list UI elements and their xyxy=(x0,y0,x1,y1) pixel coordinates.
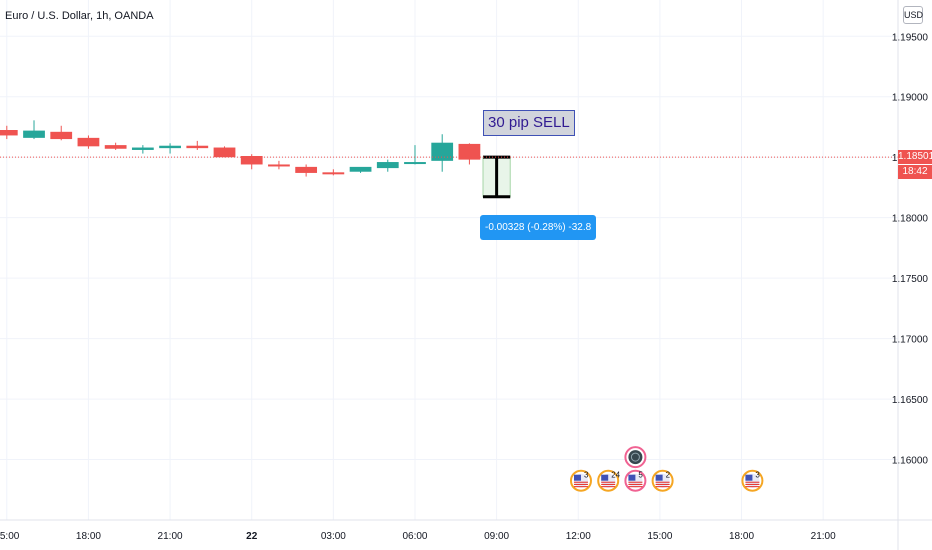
candle xyxy=(23,120,45,140)
chart-grid xyxy=(0,0,898,520)
flag-stripe xyxy=(745,483,760,485)
candle-body xyxy=(376,162,399,169)
bar-countdown-tag: 18:42 xyxy=(898,165,932,180)
price-tick-label: 1.16500 xyxy=(892,395,929,406)
flag-stripe xyxy=(573,483,588,485)
flag-canton xyxy=(573,474,581,481)
time-tick-label: 15:00 xyxy=(0,531,20,542)
time-tick-label: 22 xyxy=(246,531,258,542)
candle xyxy=(295,164,318,177)
time-tick-label: 12:00 xyxy=(566,531,591,542)
time-tick-label: 21:00 xyxy=(158,531,183,542)
globe-outline xyxy=(630,452,640,462)
candle-body xyxy=(77,137,100,147)
price-tick-label: 1.16000 xyxy=(892,456,929,467)
candle-body xyxy=(23,130,45,138)
candle xyxy=(159,143,181,154)
candle-body xyxy=(240,156,263,165)
trade-annotation-label[interactable]: 30 pip SELL xyxy=(483,110,575,136)
flag-stripe xyxy=(628,486,643,488)
us-flag-event-icon[interactable]: 5 xyxy=(624,469,647,492)
measure-result-label: -0.00328 (-0.28%) -32.8 xyxy=(480,215,597,240)
price-tick-label: 1.17000 xyxy=(892,335,929,346)
candle xyxy=(77,135,100,149)
us-flag-event-icon[interactable]: 24 xyxy=(597,469,621,492)
flag-stripe xyxy=(745,481,760,483)
flag-canton xyxy=(655,474,663,481)
flag-stripe xyxy=(601,486,616,488)
measure-tool[interactable] xyxy=(482,155,511,199)
globe-disc xyxy=(628,450,643,465)
time-tick-label: 06:00 xyxy=(402,531,427,542)
event-count: 5 xyxy=(638,471,643,480)
time-tick-label: 15:00 xyxy=(647,531,672,542)
price-tick-label: 1.18000 xyxy=(892,214,929,225)
candle xyxy=(50,125,73,141)
flag-stripe xyxy=(655,483,670,485)
flag-stripe xyxy=(655,486,670,488)
candle xyxy=(240,154,263,170)
candle xyxy=(213,146,236,158)
flag-stripe xyxy=(573,481,588,483)
candle-body xyxy=(159,145,181,149)
candle-body xyxy=(295,166,318,173)
symbol-title: Euro / U.S. Dollar, 1h, OANDA xyxy=(5,10,154,22)
global-event-icon[interactable] xyxy=(624,446,647,469)
time-tick-label: 09:00 xyxy=(484,531,509,542)
time-tick-label: 18:00 xyxy=(729,531,754,542)
flag-stripe xyxy=(601,483,616,485)
candle-body xyxy=(186,145,209,149)
time-tick-label: 21:00 xyxy=(811,531,836,542)
us-flag-event-icon[interactable]: 3 xyxy=(569,469,592,492)
candle-body xyxy=(322,172,345,175)
flag-stripe xyxy=(745,486,760,488)
candle xyxy=(458,143,481,165)
event-count: 2 xyxy=(666,471,671,480)
candle xyxy=(104,142,127,150)
candle-body xyxy=(0,130,18,136)
candle-body xyxy=(268,164,290,167)
candle xyxy=(376,159,399,172)
flag-canton xyxy=(745,474,753,481)
candle-body xyxy=(50,131,73,140)
time-tick-label: 03:00 xyxy=(321,531,346,542)
us-flag-event-icon[interactable]: 2 xyxy=(651,469,674,492)
currency-button[interactable]: USD xyxy=(903,6,923,24)
candle-body xyxy=(431,142,454,161)
last-price-tag: 1.18501 xyxy=(898,150,932,165)
candle xyxy=(431,134,454,172)
price-tick-label: 1.17500 xyxy=(892,274,929,285)
candle xyxy=(0,125,18,140)
candles-layer xyxy=(0,120,481,177)
flag-stripe xyxy=(628,481,643,483)
flag-stripe xyxy=(573,486,588,488)
event-count: 3 xyxy=(755,471,760,480)
flag-canton xyxy=(628,474,636,481)
candle xyxy=(268,160,290,170)
candle xyxy=(322,169,345,176)
flag-stripe xyxy=(655,481,670,483)
candle-body xyxy=(104,145,127,149)
price-tick-label: 1.19500 xyxy=(892,32,929,43)
event-count: 24 xyxy=(611,471,620,480)
time-tick-label: 18:00 xyxy=(76,531,101,542)
candle-body xyxy=(458,143,481,160)
flag-stripe xyxy=(601,481,616,483)
candle xyxy=(404,145,426,165)
candle xyxy=(186,140,209,150)
flag-canton xyxy=(601,474,609,481)
event-count: 3 xyxy=(584,471,589,480)
candle-body xyxy=(131,147,154,150)
economic-events-layer: 3 24 5 2 3 xyxy=(569,446,764,492)
candle-body xyxy=(349,166,372,172)
candle xyxy=(349,166,372,173)
candle xyxy=(131,145,154,154)
candle-body xyxy=(404,162,426,165)
candle-body xyxy=(213,147,236,158)
flag-stripe xyxy=(628,483,643,485)
price-tick-label: 1.19000 xyxy=(892,93,929,104)
us-flag-event-icon[interactable]: 3 xyxy=(741,469,764,492)
